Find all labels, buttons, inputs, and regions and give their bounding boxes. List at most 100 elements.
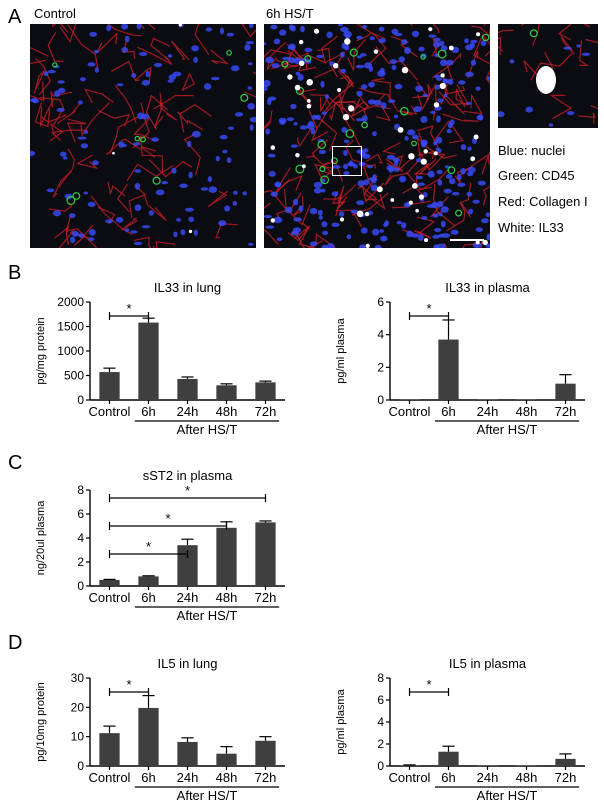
collagen-fiber [128,184,146,218]
nucleus [317,209,323,216]
nucleus [393,114,399,119]
y-tick-label: 10 [71,730,85,744]
nucleus [205,27,213,32]
nucleus [470,59,477,66]
collagen-fiber [284,188,311,226]
nucleus [30,150,36,157]
nucleus [210,76,220,81]
il33-cell [342,113,350,121]
nucleus [437,98,444,103]
nucleus [356,55,363,59]
nucleus [477,180,486,186]
nucleus [293,122,298,126]
nucleus [224,205,231,212]
nucleus [469,42,476,49]
nucleus [270,191,278,197]
collagen-fiber [122,40,136,60]
nucleus [313,181,323,189]
nucleus [151,137,160,142]
nucleus [297,73,304,81]
collagen-fiber [153,94,194,110]
nucleus [232,201,237,206]
nucleus [443,188,452,194]
nucleus [118,141,125,148]
nucleus [87,62,96,67]
x-tick-label: 72h [255,404,277,419]
collagen-fiber [117,183,130,213]
cd45-cell [345,129,355,138]
collagen-fiber [463,93,483,115]
il33-cell [418,194,424,200]
nucleus [361,153,371,159]
nucleus [437,200,444,207]
cd45-cell [72,192,81,200]
il33-cell [339,217,345,222]
nucleus [46,188,55,193]
collagen-fiber [314,51,346,79]
y-tick-label: 0 [377,393,384,407]
y-tick-label: 4 [377,715,384,729]
nucleus [359,244,366,248]
nucleus [265,56,274,64]
collagen-fiber [296,127,312,148]
bar-72h [555,383,576,400]
legend-collagen: Red: Collagen I [498,194,588,209]
nucleus [134,204,142,212]
x-tick-label: Control [89,590,131,605]
nucleus [78,233,85,238]
nucleus [404,136,409,141]
cd45-cell [349,48,358,57]
nucleus [456,174,462,181]
y-tick-label: 0 [77,393,84,407]
collagen-fiber [176,111,204,131]
cd45-cell [481,33,490,42]
il33-cell [294,84,301,91]
nucleus [440,59,448,67]
nucleus [433,74,441,79]
bar-6h [438,339,459,400]
chart-title: IL5 in plasma [449,656,527,671]
collagen-fiber [382,141,401,155]
collagen-fiber [264,189,286,209]
nucleus [326,243,335,248]
nucleus [124,228,130,233]
collagen-fiber [30,59,47,65]
nucleus [193,229,198,236]
nucleus [398,56,405,63]
collagen-fiber [34,102,51,128]
collagen-fiber [480,240,483,248]
x-tick-label: 6h [441,770,455,785]
collagen-fiber [76,154,99,169]
bar-Control [99,372,120,400]
nucleus [472,199,480,204]
nucleus [386,165,395,171]
x-tick-label: Control [89,404,131,419]
nucleus [141,225,151,229]
nucleus [379,229,384,233]
cd45-cell [400,106,409,116]
nucleus [485,212,490,218]
nucleus [472,242,482,248]
collagen-fiber [431,52,462,79]
il33-cell [299,60,305,66]
cd45-cell [361,121,368,129]
nucleus [466,191,473,197]
nucleus [167,54,173,58]
nucleus [436,169,443,175]
nucleus [321,188,326,193]
nucleus [267,153,276,158]
collagen-fiber [590,105,598,110]
collagen-fiber [65,215,97,248]
collagen-fiber [264,110,273,130]
cd45-cell [437,49,447,59]
nucleus [92,160,99,166]
nucleus [268,171,276,177]
x-tick-label: 48h [516,770,538,785]
collagen-fiber [357,182,385,203]
nucleus [145,70,151,78]
nucleus [434,227,442,233]
cd45-cell [330,157,338,165]
collagen-fiber [264,202,279,245]
nucleus [318,149,326,155]
nucleus [548,123,554,127]
